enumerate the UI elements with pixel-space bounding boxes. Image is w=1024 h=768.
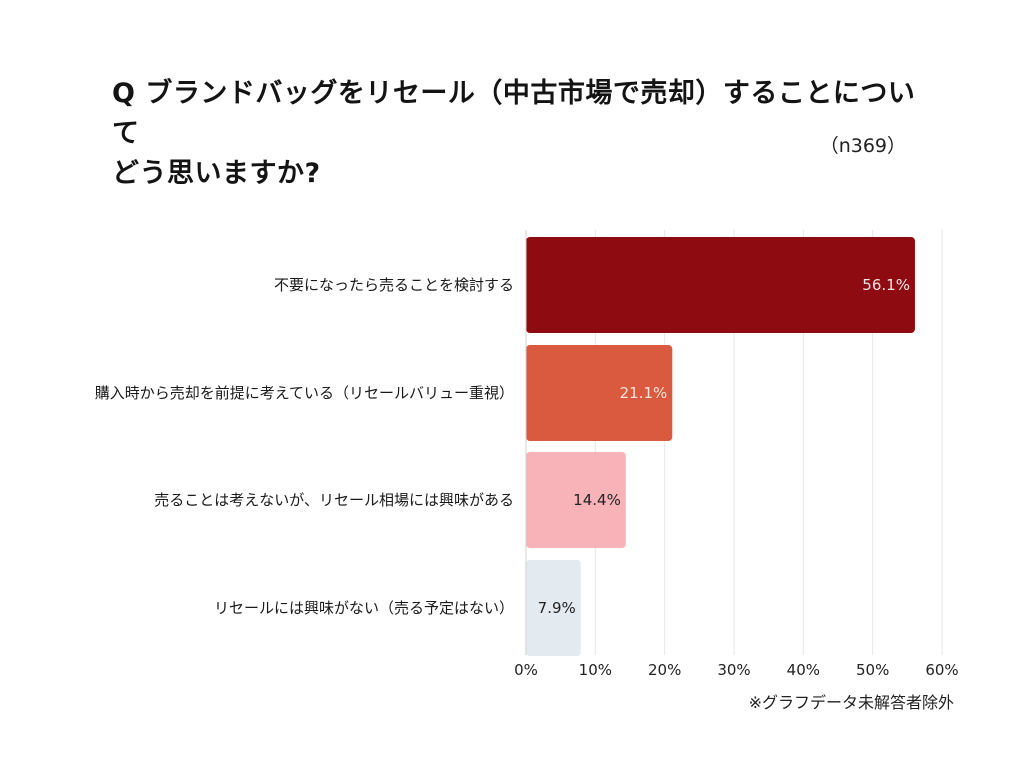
x-tick-label: 0%	[514, 661, 538, 679]
x-tick-label: 30%	[717, 661, 750, 679]
category-label: 売ることは考えないが、リセール相場には興味がある	[154, 491, 514, 509]
category-label: 購入時から売却を前提に考えている（リセールバリュー重視）	[95, 384, 514, 402]
data-label: 7.9%	[538, 599, 576, 617]
bar	[526, 237, 915, 333]
x-tick-label: 40%	[787, 661, 820, 679]
bar	[526, 560, 581, 656]
category-label: リセールには興味がない（売る予定はない）	[214, 599, 514, 617]
data-label: 14.4%	[573, 491, 621, 509]
x-tick-label: 20%	[648, 661, 681, 679]
x-tick-label: 50%	[856, 661, 889, 679]
sample-size: （n369）	[819, 135, 906, 157]
x-tick-label: 60%	[925, 661, 958, 679]
category-label: 不要になったら売ることを検討する	[274, 276, 514, 294]
question-line-2: どう思いますか?	[112, 158, 321, 189]
footnote: ※グラフデータ未解答者除外	[748, 693, 954, 712]
bar	[526, 452, 626, 548]
bar	[526, 345, 673, 441]
x-tick-label: 10%	[579, 661, 612, 679]
question-title: Q ブランドバッグをリセール（中古市場で売却）することについて どう思いますか?	[112, 74, 932, 194]
data-label: 21.1%	[620, 384, 668, 402]
question-line-1: Q ブランドバッグをリセール（中古市場で売却）することについて	[112, 78, 916, 149]
data-label: 56.1%	[862, 276, 910, 294]
